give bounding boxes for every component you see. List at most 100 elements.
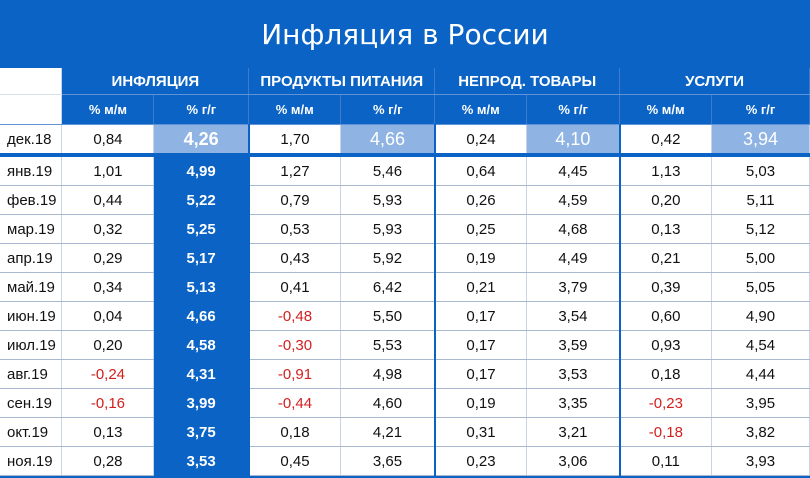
table-cell: 0,24 [434, 124, 528, 157]
table-row: июн.19 0,04 4,66 -0,48 5,50 0,17 3,54 0,60 4,90 [0, 301, 810, 331]
table-cell: 4,10 [526, 124, 621, 157]
table-cell: 3,82 [711, 417, 810, 447]
table-cell: 0,39 [619, 272, 713, 302]
table-cell: -0,48 [248, 301, 342, 331]
group-header: НЕПРОД. ТОВАРЫ [434, 68, 621, 95]
corner-cell [0, 94, 63, 125]
group-header: ПРОДУКТЫ ПИТАНИЯ [248, 68, 436, 95]
table-cell: 4,21 [340, 417, 436, 447]
table-cell: 0,34 [61, 272, 155, 302]
table-cell: 3,94 [711, 124, 810, 157]
table-cell: 0,04 [61, 301, 155, 331]
table-cell: 3,21 [526, 417, 621, 447]
table-cell: 3,79 [526, 272, 621, 302]
table-cell: 0,26 [434, 185, 528, 215]
table-cell: 4,60 [340, 388, 436, 418]
table-cell: -0,23 [619, 388, 713, 418]
row-label: май.19 [0, 272, 63, 302]
table-cell: 0,20 [619, 185, 713, 215]
row-label: мар.19 [0, 214, 63, 244]
table-cell: 0,29 [61, 243, 155, 273]
table-row: апр.19 0,29 5,17 0,43 5,92 0,19 4,49 0,21 5,00 [0, 243, 810, 273]
column-header: % г/г [711, 94, 810, 125]
table-cell: 5,53 [340, 330, 436, 360]
table-cell: 5,00 [711, 243, 810, 273]
table-cell: 3,75 [153, 417, 250, 447]
table-cell: 0,41 [248, 272, 342, 302]
table-row: ноя.19 0,28 3,53 0,45 3,65 0,23 3,06 0,11 3,93 [0, 446, 810, 476]
table-cell: 5,25 [153, 214, 250, 244]
table-cell: -0,91 [248, 359, 342, 389]
table-cell: 5,17 [153, 243, 250, 273]
row-label: окт.19 [0, 417, 63, 447]
table-cell: 4,44 [711, 359, 810, 389]
table-row: сен.19 -0,16 3,99 -0,44 4,60 0,19 3,35 -0,23 3,9… [0, 388, 810, 418]
table-cell: 5,11 [711, 185, 810, 215]
column-header: % м/м [248, 94, 342, 125]
table-cell: 4,26 [153, 124, 250, 157]
table-cell: -0,44 [248, 388, 342, 418]
row-label: янв.19 [0, 155, 63, 186]
table-cell: 4,98 [340, 359, 436, 389]
page-title: Инфляция в России [261, 17, 549, 51]
table-cell: 6,42 [340, 272, 436, 302]
table-cell: 0,19 [434, 243, 528, 273]
table-cell: 5,50 [340, 301, 436, 331]
table-cell: 1,13 [619, 155, 713, 186]
column-header: % г/г [153, 94, 250, 125]
table-row: мар.19 0,32 5,25 0,53 5,93 0,25 4,68 0,13 5,12 [0, 214, 810, 244]
table-cell: 0,31 [434, 417, 528, 447]
table-cell: 0,79 [248, 185, 342, 215]
table-cell: 4,31 [153, 359, 250, 389]
table-cell: 4,59 [526, 185, 621, 215]
table-cell: 5,93 [340, 214, 436, 244]
table-cell: 3,54 [526, 301, 621, 331]
table-cell: 4,66 [153, 301, 250, 331]
table-cell: 0,21 [619, 243, 713, 273]
corner-cell [0, 68, 63, 95]
row-label: авг.19 [0, 359, 63, 389]
row-label: сен.19 [0, 388, 63, 418]
inflation-table: ИНФЛЯЦИЯ ПРОДУКТЫ ПИТАНИЯ НЕПРОД. ТОВАРЫ УС… [0, 68, 810, 476]
table-cell: 0,32 [61, 214, 155, 244]
table-cell: 0,23 [434, 446, 528, 476]
subheader-row: % м/м% г/г% м/м% г/г% м/м% г/г% м/м% г/г [0, 94, 810, 125]
table-cell: 3,95 [711, 388, 810, 418]
table-row: май.19 0,34 5,13 0,41 6,42 0,21 3,79 0,39 5,05 [0, 272, 810, 302]
table-cell: 0,13 [619, 214, 713, 244]
table-cell: 5,13 [153, 272, 250, 302]
table-row: авг.19 -0,24 4,31 -0,91 4,98 0,17 3,53 0,18 4,44 [0, 359, 810, 389]
table-cell: 5,03 [711, 155, 810, 186]
table-cell: 0,17 [434, 330, 528, 360]
table-cell: 0,60 [619, 301, 713, 331]
table-cell: 4,58 [153, 330, 250, 360]
table-cell: 0,93 [619, 330, 713, 360]
table-cell: 4,68 [526, 214, 621, 244]
table-cell: 5,92 [340, 243, 436, 273]
table-cell: 0,20 [61, 330, 155, 360]
table-row: окт.19 0,13 3,75 0,18 4,21 0,31 3,21 -0,18 3,82 [0, 417, 810, 447]
table-cell: -0,16 [61, 388, 155, 418]
table-cell: -0,18 [619, 417, 713, 447]
table-cell: 3,93 [711, 446, 810, 476]
table-cell: -0,30 [248, 330, 342, 360]
table-cell: 4,45 [526, 155, 621, 186]
row-label: июн.19 [0, 301, 63, 331]
table-cell: 0,25 [434, 214, 528, 244]
table-cell: 0,17 [434, 301, 528, 331]
column-header: % г/г [526, 94, 621, 125]
table-cell: 3,35 [526, 388, 621, 418]
column-header: % м/м [619, 94, 713, 125]
table-cell: 0,42 [619, 124, 713, 157]
row-label: апр.19 [0, 243, 63, 273]
table-row: июл.19 0,20 4,58 -0,30 5,53 0,17 3,59 0,93 4,54 [0, 330, 810, 360]
table-cell: 0,18 [619, 359, 713, 389]
table-cell: 0,17 [434, 359, 528, 389]
table-cell: 0,28 [61, 446, 155, 476]
table-cell: 1,70 [248, 124, 342, 157]
table-cell: 0,11 [619, 446, 713, 476]
table-cell: 4,90 [711, 301, 810, 331]
table-cell: 0,84 [61, 124, 155, 157]
table-cell: 3,53 [153, 446, 250, 476]
table-cell: 5,12 [711, 214, 810, 244]
